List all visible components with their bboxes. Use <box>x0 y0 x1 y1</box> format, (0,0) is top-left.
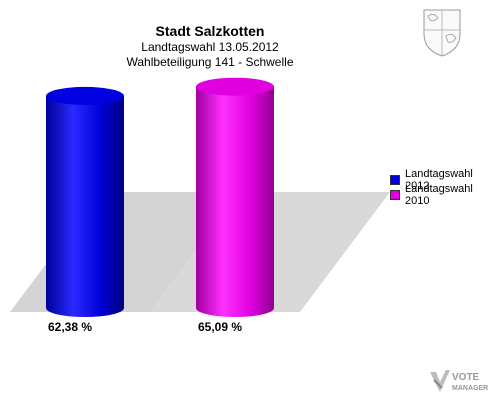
logo-text-manager: MANAGER <box>452 385 488 392</box>
legend: Landtagswahl 2012 Landtagswahl 2010 <box>390 168 500 207</box>
vote-manager-logo: VOTE MANAGER <box>430 370 488 392</box>
chart-title: Stadt Salzkotten <box>155 23 265 39</box>
value-label-2012: 62,38 % <box>48 320 93 334</box>
legend-item-2010: Landtagswahl 2010 <box>390 183 500 207</box>
legend-swatch-2012 <box>390 174 400 185</box>
legend-label-2012: Landtagswahl 2012 <box>404 167 473 192</box>
bar-2012 <box>46 86 124 317</box>
logo-text-vote: VOTE <box>452 372 480 383</box>
legend-item-2012: Landtagswahl 2012 <box>390 168 500 192</box>
chart-subtitle-2: Wahlbeteiligung 141 - Schwelle <box>126 55 294 69</box>
value-label-2010: 65,09 % <box>198 320 243 334</box>
legend-swatch-2010 <box>390 189 400 200</box>
chart-subtitle: Landtagswahl 13.05.2012 <box>141 40 279 54</box>
bar-2010 <box>196 77 274 317</box>
legend-label-2010: Landtagswahl 2010 <box>404 182 473 207</box>
coat-of-arms-icon <box>423 9 461 57</box>
